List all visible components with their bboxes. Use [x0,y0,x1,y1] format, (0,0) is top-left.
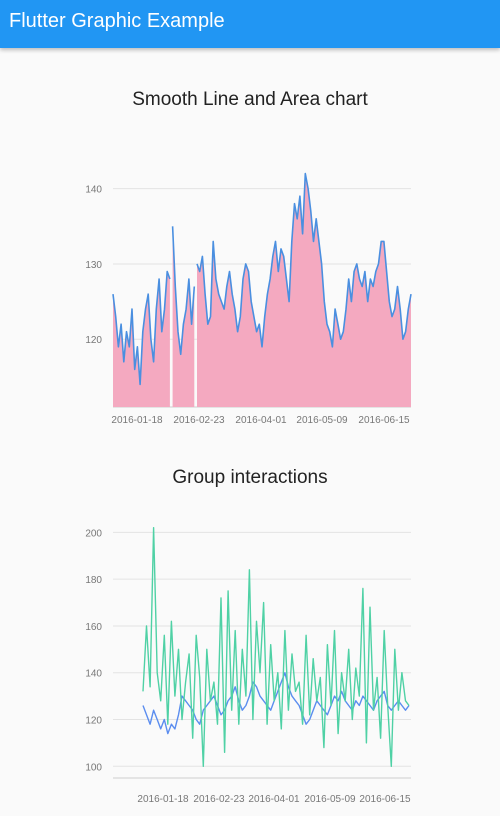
group-y-tick: 180 [85,575,102,586]
area-x-tick: 2016-05-09 [296,415,348,426]
area-x-tick: 2016-01-18 [111,415,163,426]
area-y-tick: 140 [85,185,102,196]
group-x-tick: 2016-04-01 [248,794,300,805]
chart-title-group: Group interactions [172,467,328,488]
app-bar: Flutter Graphic Example [0,0,500,48]
area-line-segment-2 [196,172,412,348]
group-series-line-1 [142,527,410,767]
app-title: Flutter Graphic Example [9,10,225,32]
area-fill-segment-1 [172,226,195,407]
area-x-tick: 2016-04-01 [235,415,287,426]
area-y-tick: 130 [85,260,102,271]
area-line-segment-1 [171,226,196,356]
area-x-tick: 2016-02-23 [173,415,225,426]
area-fill-segment-0 [113,271,170,407]
area-fill-segment-2 [197,173,411,407]
area-chart[interactable]: 120 130 140 2016-01-18 2016-02-23 2016-04-01 2… [0,145,500,426]
group-x-tick: 2016-01-18 [137,794,189,805]
group-y-tick: 100 [85,762,102,773]
group-series-line-0 [142,672,410,735]
area-line-segment-0 [112,270,171,386]
group-x-tick: 2016-02-23 [193,794,245,805]
chart-title-area: Smooth Line and Area chart [132,89,368,110]
area-y-tick: 120 [85,335,102,346]
group-x-tick: 2016-06-15 [359,794,411,805]
group-y-tick: 120 [85,716,102,727]
group-y-tick: 200 [85,528,102,539]
area-x-tick: 2016-06-15 [358,415,410,426]
group-y-tick: 140 [85,669,102,680]
group-y-tick: 160 [85,622,102,633]
group-x-tick: 2016-05-09 [304,794,356,805]
